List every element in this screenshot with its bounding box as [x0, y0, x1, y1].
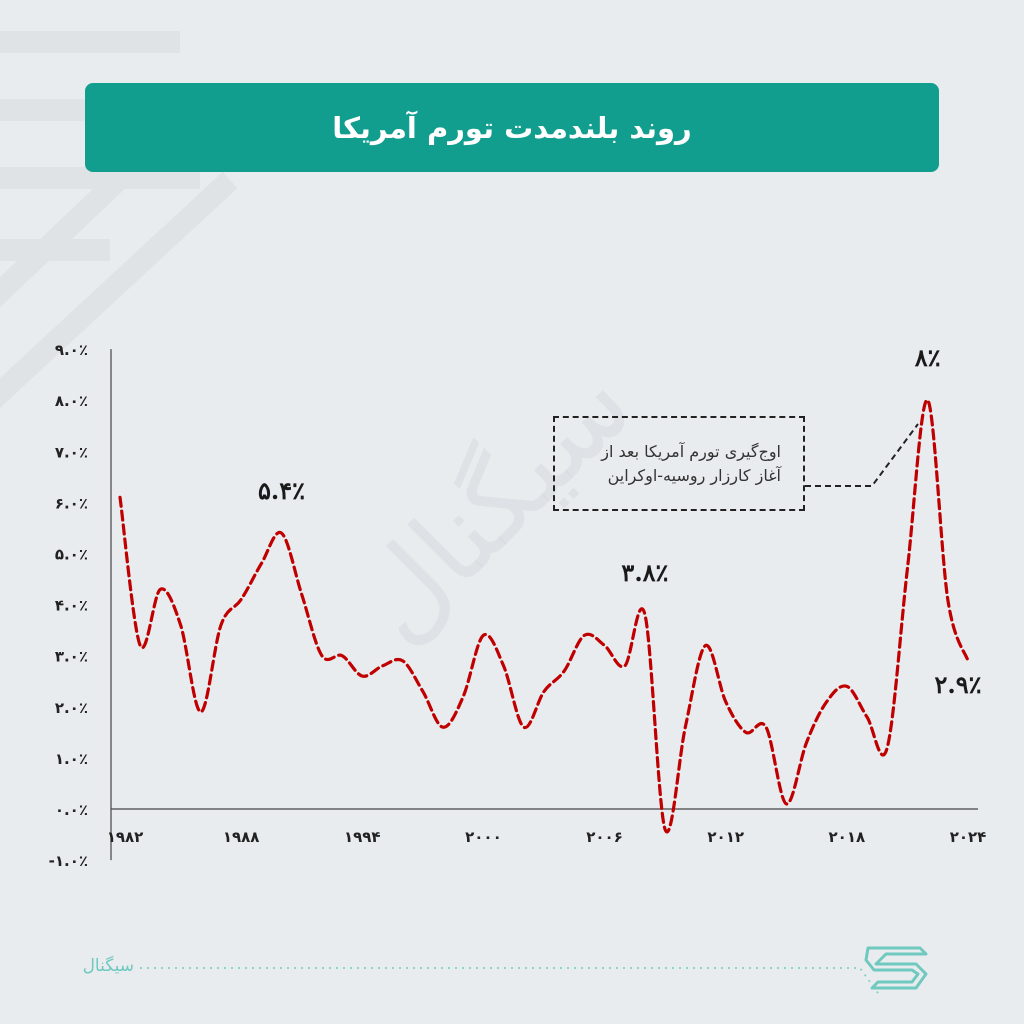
x-tick-label: ۱۹۸۸	[223, 828, 260, 846]
y-tick-label: ۳.۰٪	[55, 648, 88, 666]
y-tick-label: ۸.۰٪	[55, 392, 88, 410]
x-tick-label: ۱۹۸۲	[107, 828, 144, 846]
peak-labels: ۵.۴٪ ۳.۸٪ ۸٪ ۲.۹٪	[258, 343, 982, 699]
x-tick-label: ۲۰۱۲	[707, 828, 744, 846]
inflation-series	[118, 398, 970, 834]
x-tick-label: ۲۰۰۶	[586, 828, 623, 846]
x-tick-label: ۲۰۲۴	[950, 828, 987, 846]
x-axis-ticks: ۱۹۸۲ ۱۹۸۸ ۱۹۹۴ ۲۰۰۰ ۲۰۰۶ ۲۰۱۲ ۲۰۱۸ ۲۰۲۴	[107, 828, 987, 846]
peak-label: ۵.۴٪	[258, 476, 305, 505]
x-tick-label: ۱۹۹۴	[344, 828, 381, 846]
y-tick-label: ۲.۰٪	[55, 699, 88, 717]
x-tick-label: ۲۰۰۰	[465, 828, 502, 846]
annotation-box: اوج‌گیری تورم آمریکا بعد از آغاز کارزار …	[553, 416, 805, 511]
y-tick-label: ۴.۰٪	[55, 597, 88, 615]
y-tick-label: ۶.۰٪	[55, 494, 88, 512]
page-title: روند بلندمدت تورم آمریکا	[332, 110, 692, 145]
x-tick-label: ۲۰۱۸	[829, 828, 866, 846]
annotation-line-1: اوج‌گیری تورم آمریکا بعد از	[601, 441, 781, 461]
title-banner: روند بلندمدت تورم آمریکا	[85, 83, 939, 172]
y-tick-label: ۵.۰٪	[55, 546, 88, 564]
peak-label: ۳.۸٪	[621, 558, 668, 587]
annotation-line-2: آغاز کارزار روسیه-اوکراین	[607, 465, 781, 485]
y-tick-label: ۹.۰٪	[55, 341, 88, 359]
y-tick-label: ۰.۰٪	[55, 801, 88, 819]
inflation-line	[118, 398, 970, 834]
footer-brand: سیگنال	[82, 956, 134, 976]
annotation-connector	[805, 423, 919, 487]
peak-label: ۸٪	[914, 343, 941, 372]
y-tick-label: -۱.۰٪	[49, 852, 88, 870]
signal-logo-icon	[864, 946, 928, 990]
peak-label: ۲.۹٪	[934, 670, 981, 699]
y-tick-label: ۷.۰٪	[55, 443, 88, 461]
chart-axes	[110, 349, 978, 861]
y-axis-ticks: -۱.۰٪ ۰.۰٪ ۱.۰٪ ۲.۰٪ ۳.۰٪ ۴.۰٪ ۵.۰٪ ۶.۰٪ ۷.۰٪ ۸.۰…	[49, 341, 88, 870]
y-tick-label: ۱.۰٪	[55, 750, 88, 768]
